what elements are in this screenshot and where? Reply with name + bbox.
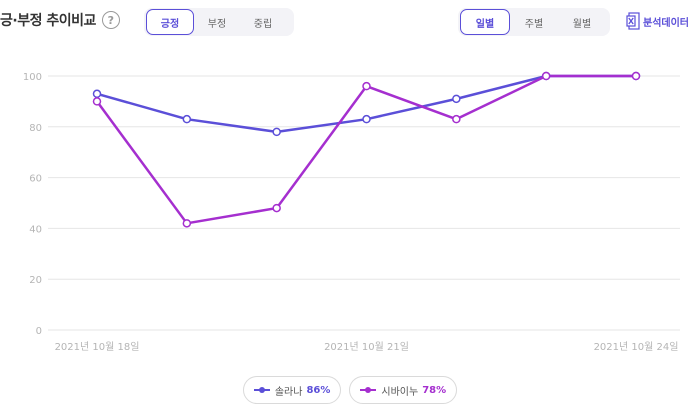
series-1-point: [362, 114, 371, 124]
excel-icon: [626, 12, 640, 30]
chart-legend: 솔라나 86% 시바이누 78%: [0, 376, 700, 404]
tab-daily[interactable]: 일별: [460, 9, 510, 35]
y-tick-label: 100: [23, 72, 42, 83]
tab-positive[interactable]: 긍정: [146, 9, 194, 35]
y-tick-label: 20: [29, 275, 42, 286]
legend-percent: 86%: [306, 384, 331, 396]
sentiment-tabs: 긍정 부정 중립: [144, 8, 294, 36]
series-2-point: [272, 203, 281, 213]
legend-percent: 78%: [422, 384, 447, 396]
tab-negative[interactable]: 부정: [207, 18, 227, 30]
legend-label: 솔라나: [274, 386, 303, 398]
series-2-point: [182, 219, 192, 228]
series-line-2: [95, 74, 638, 225]
period-tabs: 일별 주별 월별: [458, 8, 610, 36]
series-2-point: [92, 97, 102, 106]
series-1-point: [272, 127, 281, 137]
page-title: 긍·부정 추이비교: [0, 13, 96, 29]
y-tick-label: 60: [29, 174, 42, 185]
y-tick-label: 0: [36, 326, 42, 337]
analyze-data-label: 분석데이터: [643, 17, 689, 29]
x-tick-label: 2021년 10월 21일: [324, 341, 409, 353]
series-1-point: [182, 114, 192, 124]
legend-label: 시바이누: [381, 386, 419, 398]
analyze-data-button[interactable]: 분석데이터: [626, 12, 689, 30]
x-tick-label: 2021년 10월 18일: [55, 341, 140, 353]
series-1-point: [92, 89, 102, 99]
y-tick-label: 80: [29, 123, 42, 134]
legend-item-series2[interactable]: 시바이누 78%: [349, 376, 458, 404]
legend-marker-icon: [360, 387, 377, 393]
tab-monthly[interactable]: 월별: [572, 18, 592, 30]
trend-line-chart: 0 20 40 60 80 100 2021년 10월 18일 2021년 10월 21일 20…: [23, 71, 680, 353]
series-2-point: [631, 71, 641, 81]
series-2-point: [362, 81, 371, 91]
chart-header: 긍·부정 추이비교 ?: [0, 10, 120, 30]
tab-neutral[interactable]: 중립: [253, 18, 273, 30]
legend-marker-icon: [253, 387, 270, 393]
help-icon[interactable]: ?: [101, 11, 120, 29]
series-1-point: [452, 94, 461, 104]
series-2-point: [452, 114, 461, 124]
series-2-point: [541, 71, 551, 81]
tab-weekly[interactable]: 주별: [524, 18, 544, 30]
x-tick-label: 2021년 10월 24일: [594, 341, 679, 353]
y-tick-label: 40: [29, 224, 42, 235]
legend-item-series1[interactable]: 솔라나 86%: [242, 376, 342, 404]
